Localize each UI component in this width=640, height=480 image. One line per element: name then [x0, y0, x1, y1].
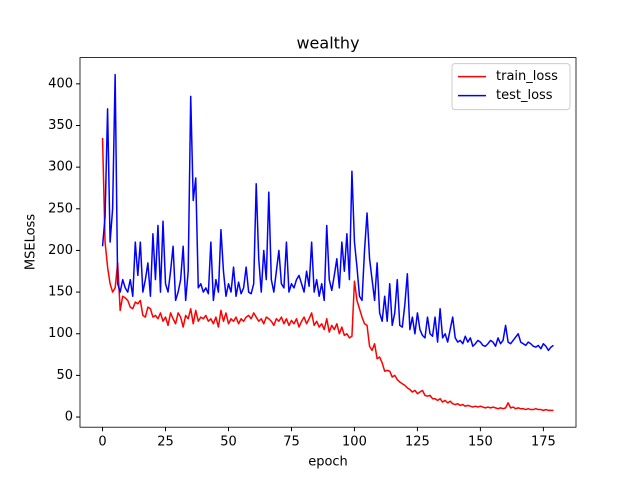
legend-label: train_loss [496, 69, 558, 84]
x-tick-label: 50 [220, 435, 237, 450]
y-tick-label: 200 [48, 243, 73, 258]
y-tick-label: 300 [48, 160, 73, 175]
y-tick-label: 0 [65, 410, 73, 425]
x-tick-label: 125 [405, 435, 430, 450]
y-tick-label: 350 [48, 118, 73, 133]
x-axis-label: epoch [308, 455, 348, 470]
x-tick-label: 175 [531, 435, 556, 450]
legend-box [451, 63, 571, 111]
x-tick-label: 0 [98, 435, 106, 450]
y-tick-label: 50 [56, 368, 73, 383]
line [101, 73, 554, 352]
x-tick-label: 25 [157, 435, 174, 450]
line [101, 137, 554, 412]
y-tick-label: 250 [48, 201, 73, 216]
x-tick-label: 75 [283, 435, 300, 450]
x-tick-label: 150 [468, 435, 493, 450]
legend-label: test_loss [496, 88, 553, 103]
y-axis-label: MSELoss [24, 214, 39, 270]
y-tick-label: 150 [48, 285, 73, 300]
y-tick-label: 100 [48, 326, 73, 341]
x-tick-label: 100 [342, 435, 367, 450]
chart-title: wealthy [296, 34, 359, 53]
y-tick-label: 400 [48, 76, 73, 91]
plot-frame [79, 57, 577, 428]
